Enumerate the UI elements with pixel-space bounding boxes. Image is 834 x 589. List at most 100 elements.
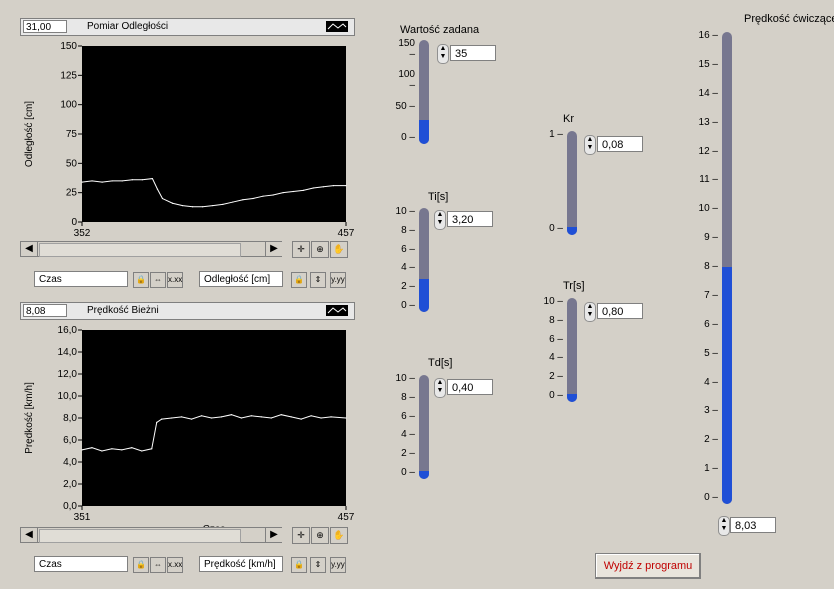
slider-tick-label: 10 – — [543, 296, 563, 307]
scroll-left-icon[interactable]: ◀ — [21, 242, 38, 256]
plot-legend-icon[interactable] — [326, 21, 348, 32]
slider-tick-label: 0 – — [704, 492, 718, 503]
series-line — [81, 414, 347, 452]
predkosc-slider-fill[interactable] — [722, 267, 732, 504]
wartosc-slider-track[interactable] — [419, 40, 429, 144]
data-point — [300, 418, 302, 420]
data-point — [81, 449, 83, 451]
y-lock-icon[interactable]: 🔒 — [291, 557, 307, 573]
slider-tick-label: 6 – — [704, 318, 718, 330]
wartosc-slider-fill[interactable] — [419, 119, 429, 144]
y-tick-label: 4,0 — [63, 457, 77, 468]
data-point — [131, 447, 133, 449]
y-tick-label: 8,0 — [63, 413, 77, 424]
cursor-tool-icon[interactable]: ✛ — [292, 241, 310, 258]
ti-slider-track[interactable] — [419, 208, 429, 312]
chart2-scrollbar[interactable]: ◀ ▶ — [20, 527, 282, 543]
wartosc-label: Wartość zadana — [400, 24, 480, 36]
y-axis-name-field[interactable]: Odległość [cm] — [199, 271, 283, 287]
slider-tick-label: 1 – — [549, 129, 563, 140]
slider-tick-label: 1 – — [704, 463, 718, 475]
data-point — [242, 199, 244, 201]
spinner-arrows-icon[interactable]: ▲ ▼ — [434, 210, 446, 230]
td-slider-fill[interactable] — [419, 471, 429, 479]
chart1-scrollbar[interactable]: ◀ ▶ — [20, 241, 282, 257]
slider-tick-label: 15 – — [698, 58, 718, 70]
x-axis-name-field[interactable]: Czas — [34, 271, 128, 287]
kr-slider-fill[interactable] — [567, 226, 577, 235]
data-point — [151, 448, 153, 450]
cursor-tool-icon[interactable]: ✛ — [292, 527, 310, 544]
exit-program-button[interactable]: Wyjdź z programu — [595, 553, 701, 579]
data-point — [310, 415, 312, 417]
x-lock-icon[interactable]: 🔒 — [133, 557, 149, 573]
slider-tick-label: 0 – — [401, 467, 415, 478]
y-axis-name-field[interactable]: Prędkość [km/h] — [199, 556, 283, 572]
y-autoscale-icon[interactable]: ⇕ — [310, 272, 326, 288]
spinner-arrows-icon[interactable]: ▲ ▼ — [584, 135, 596, 155]
slider-tick-label: 5 – — [704, 347, 718, 359]
data-point — [151, 177, 153, 180]
distance-chart-panel: 31,00 Pomiar Odległości Odległość [cm] 0 2… — [20, 18, 360, 293]
slider-tick-label: 8 – — [401, 391, 415, 403]
data-point — [141, 450, 143, 452]
ti-slider-fill[interactable] — [419, 278, 429, 312]
y-tick-label: 12,0 — [58, 369, 78, 380]
x-format-icon[interactable]: x.xx — [167, 272, 183, 288]
slider-tick-label: 8 – — [549, 314, 563, 326]
zoom-tool-icon[interactable]: ⊕ — [311, 241, 329, 258]
slider-tick-label: 2 – — [704, 434, 718, 446]
slider-tick-label: 0 – — [401, 300, 415, 311]
x-lock-icon[interactable]: 🔒 — [133, 272, 149, 288]
predkosc-slider-track[interactable] — [722, 32, 732, 504]
y-format-icon[interactable]: y.yy — [330, 272, 346, 288]
y-autoscale-icon[interactable]: ⇕ — [310, 557, 326, 573]
data-point — [91, 447, 93, 449]
ti-value-input[interactable]: 3,20 — [447, 211, 493, 227]
x-tick-label: 351 — [74, 512, 91, 523]
x-axis-name-field[interactable]: Czas — [34, 556, 128, 572]
x-autoscale-icon[interactable]: ⇔ — [150, 557, 166, 573]
kr-value-input[interactable]: 0,08 — [597, 136, 643, 152]
plot-area[interactable] — [82, 46, 346, 222]
data-point — [81, 181, 83, 183]
slider-tick-label: 0 – — [401, 132, 415, 143]
plot-legend-icon[interactable] — [326, 305, 348, 316]
x-autoscale-icon[interactable]: ⇔ — [150, 272, 166, 288]
td-slider-track[interactable] — [419, 375, 429, 479]
slider-tick-label: 100 – — [398, 69, 415, 92]
tr-slider-track[interactable] — [567, 298, 577, 402]
slider-tick-label: 9 – — [704, 232, 718, 244]
data-point — [312, 187, 314, 189]
wartosc-value-input[interactable]: 35 — [450, 45, 496, 61]
y-tick-label: 125 — [60, 70, 77, 81]
slider-tick-label: 6 – — [401, 410, 415, 422]
td-value-input[interactable]: 0,40 — [447, 379, 493, 395]
slider-tick-label: 0 – — [549, 390, 563, 401]
spinner-arrows-icon[interactable]: ▲ ▼ — [718, 516, 730, 536]
zoom-tool-icon[interactable]: ⊕ — [311, 527, 329, 544]
scroll-thumb[interactable] — [39, 529, 241, 543]
scroll-right-icon[interactable]: ▶ — [265, 242, 282, 256]
x-format-icon[interactable]: x.xx — [167, 557, 183, 573]
tr-value-input[interactable]: 0,80 — [597, 303, 643, 319]
spinner-arrows-icon[interactable]: ▲ ▼ — [584, 302, 596, 322]
pan-tool-icon[interactable]: ✋ — [330, 527, 348, 544]
spinner-arrows-icon[interactable]: ▲ ▼ — [434, 378, 446, 398]
distance-plot: Odległość [cm]0255075100125150352457Czas — [24, 41, 355, 251]
slider-tick-label: 2 – — [549, 371, 563, 383]
tr-slider-fill[interactable] — [567, 393, 577, 402]
predkosc-value-input[interactable]: 8,03 — [730, 517, 776, 533]
scroll-left-icon[interactable]: ◀ — [21, 528, 38, 542]
kr-slider-track[interactable] — [567, 131, 577, 235]
pan-tool-icon[interactable]: ✋ — [330, 241, 348, 258]
y-tick-label: 14,0 — [58, 347, 78, 358]
data-point — [282, 192, 284, 194]
scroll-right-icon[interactable]: ▶ — [265, 528, 282, 542]
data-point — [156, 421, 158, 423]
y-format-icon[interactable]: y.yy — [330, 557, 346, 573]
scroll-thumb[interactable] — [39, 243, 241, 257]
spinner-arrows-icon[interactable]: ▲ ▼ — [437, 44, 449, 64]
chart-title: Pomiar Odległości — [87, 21, 169, 32]
y-lock-icon[interactable]: 🔒 — [291, 272, 307, 288]
